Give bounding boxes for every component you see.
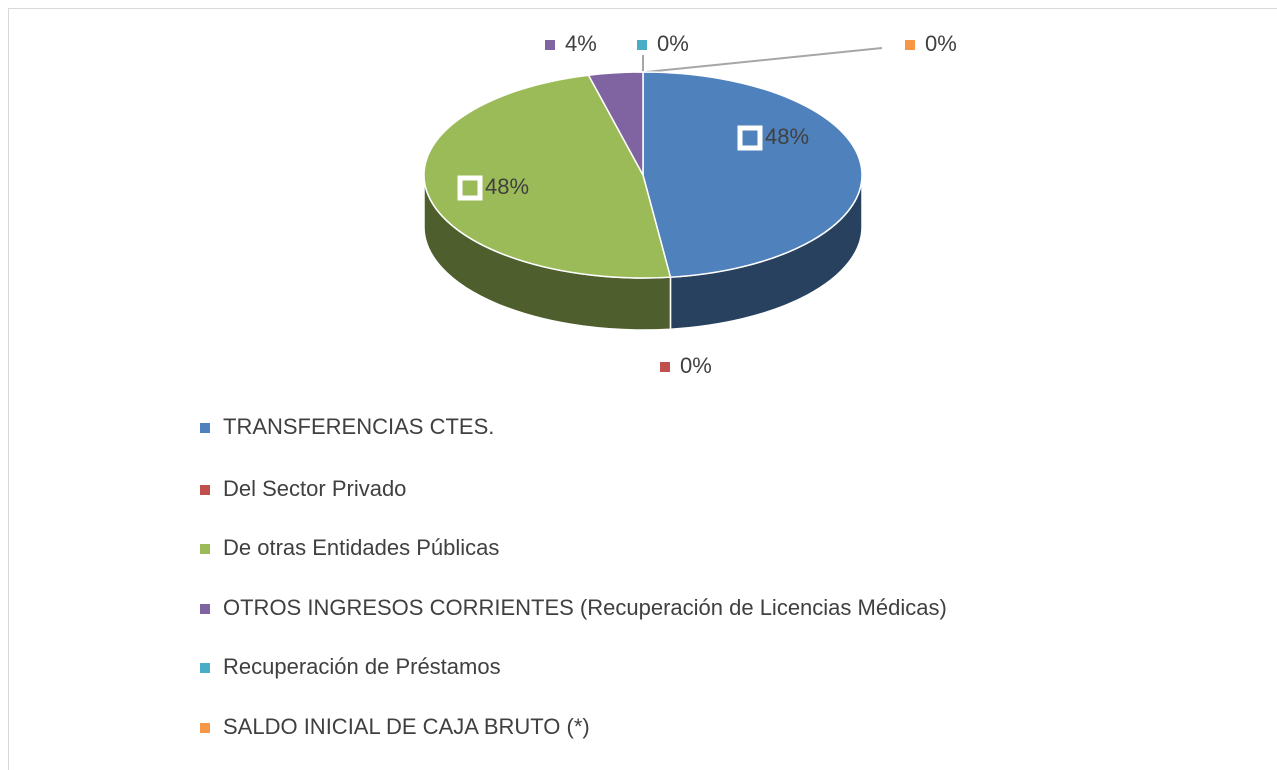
label-marker [637,40,647,50]
data-label: 4% [565,31,597,56]
legend-marker [200,604,210,614]
chart-border [8,8,1277,770]
legend-marker [200,544,210,554]
data-label: 0% [925,31,957,56]
legend-label: SALDO INICIAL DE CAJA BRUTO (*) [223,714,590,739]
legend-label: TRANSFERENCIAS CTES. [223,414,494,439]
legend-marker [200,723,210,733]
legend-label: OTROS INGRESOS CORRIENTES (Recuperación … [223,595,947,620]
data-label: 48% [765,124,809,149]
data-label: 0% [680,353,712,378]
label-marker [737,125,763,151]
legend-marker [200,663,210,673]
pie-slice [642,71,863,278]
data-label: 48% [485,174,529,199]
legend-label: Del Sector Privado [223,476,406,501]
pie-slice [587,71,644,176]
label-marker [457,175,483,201]
label-marker [905,40,915,50]
label-marker [545,40,555,50]
leader-line [645,47,883,73]
pie-slice [423,74,672,279]
data-label: 0% [657,31,689,56]
legend-label: De otras Entidades Públicas [223,535,499,560]
label-marker [660,362,670,372]
legend-marker [200,423,210,433]
legend-label: Recuperación de Préstamos [223,654,501,679]
legend-marker [200,485,210,495]
